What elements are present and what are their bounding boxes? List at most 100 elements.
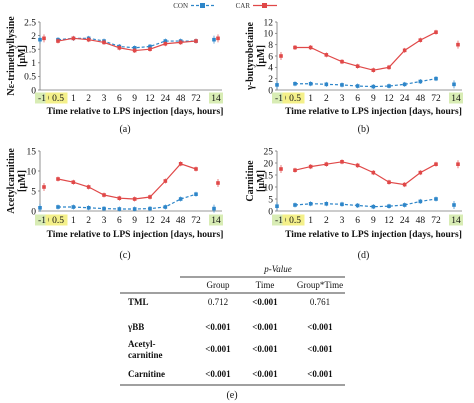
data-point-car xyxy=(387,65,391,70)
table-cell: 0.712 xyxy=(208,297,228,307)
x-tick-label: 1 xyxy=(308,94,313,104)
table-cell: <0.001 xyxy=(205,322,231,332)
y-axis-unit: [µM] xyxy=(17,45,28,67)
data-point-con xyxy=(178,197,183,201)
series-line-con xyxy=(58,193,197,210)
data-point-car xyxy=(117,46,122,50)
x-tick-label: 1 xyxy=(308,216,313,226)
data-point-con xyxy=(132,207,137,211)
x-tick-label: 12 xyxy=(384,216,394,226)
data-point-car xyxy=(86,37,91,42)
isolated-point-con xyxy=(275,204,279,208)
y-tick-label: 4 xyxy=(268,64,273,74)
isolated-point-con xyxy=(38,206,42,210)
series-line-con xyxy=(295,78,437,88)
y-tick-label: 2 xyxy=(268,75,273,85)
y-tick-label: 1.5 xyxy=(24,46,36,56)
table-row-label: Acetyl- xyxy=(128,339,155,349)
data-point-car xyxy=(86,185,91,189)
data-point-car xyxy=(102,193,106,197)
data-point-car xyxy=(56,177,60,181)
x-tick-label: 3 xyxy=(102,94,107,104)
x-axis-label: Time relative to LPS injection [days, ho… xyxy=(285,230,462,240)
isolated-point-con xyxy=(275,83,279,87)
x-tick-label: 48 xyxy=(176,216,186,226)
y-tick-label: 10 xyxy=(27,167,37,177)
data-point-con xyxy=(355,203,360,208)
isolated-point-car xyxy=(216,36,220,41)
table-cell: <0.001 xyxy=(307,369,333,379)
data-point-con xyxy=(308,81,313,86)
data-point-car xyxy=(56,39,60,43)
series-line-car xyxy=(295,31,437,71)
data-point-car xyxy=(371,170,376,175)
x-tick-label: 12 xyxy=(384,94,394,104)
x-tick-label: 3 xyxy=(102,216,107,226)
x-axis-label-sep: , xyxy=(431,230,436,240)
y-tick-label: 10 xyxy=(264,183,274,193)
data-point-con xyxy=(163,205,168,209)
y-tick-label: 5 xyxy=(268,195,273,205)
series-line-car xyxy=(57,37,197,52)
x-axis-label-days: days xyxy=(174,107,193,117)
data-point-con xyxy=(402,203,407,207)
x-tick-label: 2 xyxy=(86,216,91,226)
x-axis-label-close: ] xyxy=(459,107,462,117)
x-tick-label: 0.5 xyxy=(289,216,301,226)
data-point-con xyxy=(324,202,329,206)
data-point-car xyxy=(132,197,137,201)
table-cell: <0.001 xyxy=(205,369,231,379)
data-point-car xyxy=(102,40,106,45)
panel-label: (a) xyxy=(119,124,130,135)
data-point-car xyxy=(402,48,407,53)
table-cell: <0.001 xyxy=(252,344,278,354)
p-value-table: p-Value Group Time Group*Time TML 0.712 <0.001… xyxy=(120,264,345,401)
x-axis-label-sep: , xyxy=(431,107,436,117)
table-cell: <0.001 xyxy=(307,322,333,332)
data-point-con xyxy=(163,39,168,43)
table-row-label: Carnitine xyxy=(128,369,165,379)
x-tick-label: 0.5 xyxy=(52,216,64,226)
data-point-car xyxy=(340,160,344,164)
day-tick-highlight xyxy=(272,92,286,104)
data-point-con xyxy=(308,202,313,206)
data-point-con xyxy=(418,79,423,84)
y-tick-label: 15 xyxy=(27,147,37,157)
y-tick-label: 8 xyxy=(268,41,273,51)
y-axis-unit: [µM] xyxy=(17,170,28,192)
day-tick-highlight xyxy=(449,92,463,104)
x-axis-label-hours: hours xyxy=(435,107,459,117)
data-point-car xyxy=(163,41,168,46)
table-row-label: γBB xyxy=(127,322,144,332)
y-tick-label: 0 xyxy=(31,207,36,217)
data-point-con xyxy=(86,206,91,210)
x-tick-label: 6 xyxy=(355,216,360,226)
y-tick-label: 2.5 xyxy=(24,18,36,28)
y-tick-label: 0 xyxy=(268,207,273,217)
data-point-car xyxy=(434,162,438,166)
table-cell: <0.001 xyxy=(307,344,333,354)
series-line-car xyxy=(294,161,437,186)
x-axis-label-days: days xyxy=(174,230,193,240)
y-axis-label: Carnitine xyxy=(245,160,256,202)
x-axis-label-hours: hours xyxy=(197,230,221,240)
series-line-con xyxy=(57,37,196,49)
isolated-point-con xyxy=(212,206,216,211)
x-axis-label-main: Time relative to LPS injection [ xyxy=(47,230,174,240)
data-point-car xyxy=(434,30,438,34)
x-axis-label-hours: hours xyxy=(435,230,459,240)
x-tick-label: 2 xyxy=(324,216,329,226)
x-axis-label-main: Time relative to LPS injection [ xyxy=(47,107,174,117)
x-tick-label: 9 xyxy=(132,94,137,104)
series-line-car xyxy=(57,163,197,200)
data-point-car xyxy=(178,40,183,45)
data-point-con xyxy=(71,205,76,209)
data-point-car xyxy=(194,167,198,171)
hour-tick-highlight xyxy=(48,92,68,104)
x-tick-label: 48 xyxy=(416,216,426,226)
day-tick-highlight xyxy=(35,92,49,104)
